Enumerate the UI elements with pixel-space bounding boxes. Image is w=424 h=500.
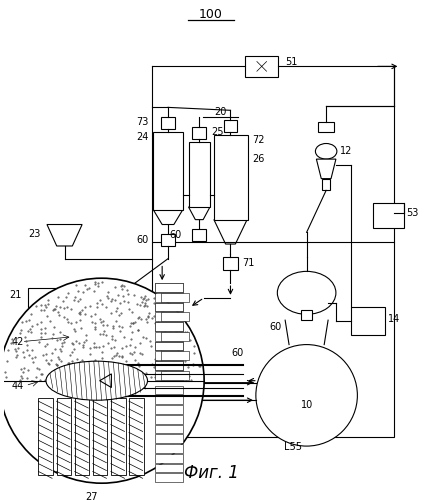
Bar [111, 398, 126, 475]
Bar [373, 203, 404, 228]
Text: 60: 60 [270, 322, 282, 332]
Bar [161, 352, 189, 360]
Text: 23: 23 [29, 230, 41, 239]
Text: 53: 53 [406, 208, 418, 218]
Bar [214, 134, 248, 220]
Bar [155, 405, 183, 414]
Bar [245, 56, 278, 77]
Bar [155, 312, 183, 321]
Bar [39, 398, 53, 475]
Bar [155, 361, 183, 370]
Bar [48, 312, 82, 334]
Ellipse shape [46, 361, 148, 400]
Text: 25: 25 [211, 127, 223, 137]
Bar [189, 142, 210, 207]
Bar [192, 127, 206, 138]
Polygon shape [316, 159, 336, 178]
Circle shape [259, 64, 265, 70]
Bar [155, 302, 183, 312]
Bar [192, 230, 206, 241]
Bar [161, 117, 175, 129]
Bar [155, 386, 183, 394]
Bar [223, 120, 237, 132]
Text: 73: 73 [136, 117, 148, 127]
Bar [155, 361, 183, 370]
Text: 42: 42 [12, 336, 24, 346]
Bar [161, 234, 175, 246]
Text: 22: 22 [84, 315, 97, 325]
Bar [322, 178, 330, 190]
Polygon shape [189, 207, 210, 220]
Bar [155, 283, 183, 292]
Ellipse shape [277, 272, 336, 314]
Text: O$_2$: O$_2$ [171, 394, 184, 407]
Bar [155, 302, 183, 312]
Polygon shape [153, 210, 183, 224]
Bar [155, 322, 183, 331]
Bar [155, 474, 183, 482]
Ellipse shape [315, 144, 337, 159]
Bar [155, 342, 183, 350]
Bar [155, 464, 183, 472]
Text: 60: 60 [170, 230, 181, 240]
Bar [301, 310, 312, 320]
Bar [161, 293, 189, 302]
Bar [155, 444, 183, 453]
Bar [161, 371, 189, 380]
Text: 60: 60 [232, 348, 244, 358]
Bar [155, 396, 183, 404]
Text: 100: 100 [199, 8, 223, 21]
Text: 27: 27 [86, 492, 98, 500]
Bar [56, 398, 71, 475]
Bar [153, 132, 183, 210]
Text: 60: 60 [136, 235, 148, 245]
Text: 44: 44 [12, 380, 24, 390]
Text: 10: 10 [301, 400, 313, 410]
Bar [155, 424, 183, 434]
Bar [155, 352, 183, 360]
Circle shape [256, 344, 357, 446]
Polygon shape [100, 374, 112, 388]
Text: L55: L55 [284, 442, 302, 452]
Bar [129, 398, 144, 475]
Bar [161, 332, 189, 340]
Text: 12: 12 [340, 146, 352, 156]
Circle shape [0, 278, 204, 483]
Bar [152, 242, 394, 438]
Text: 26: 26 [252, 154, 264, 164]
Bar [75, 398, 89, 475]
Text: 24: 24 [136, 132, 148, 141]
Text: 20: 20 [215, 108, 227, 118]
Bar [155, 342, 183, 350]
Polygon shape [214, 220, 247, 244]
Bar [155, 293, 183, 302]
Bar [223, 256, 238, 270]
Bar [155, 454, 183, 462]
Bar [155, 322, 183, 331]
Bar [155, 415, 183, 424]
Text: 71: 71 [242, 258, 254, 268]
Bar [93, 398, 107, 475]
Text: Фиг. 1: Фиг. 1 [184, 464, 238, 482]
Text: 21: 21 [9, 290, 22, 300]
Bar [155, 434, 183, 443]
Text: 14: 14 [388, 314, 400, 324]
Polygon shape [47, 224, 82, 246]
Bar [155, 283, 183, 292]
Bar [155, 371, 183, 380]
Bar [155, 332, 183, 340]
Text: 72: 72 [252, 134, 265, 144]
Text: 51: 51 [285, 58, 298, 68]
Bar [28, 288, 56, 308]
Bar [351, 308, 385, 335]
Bar [161, 312, 189, 321]
Bar [318, 122, 334, 132]
